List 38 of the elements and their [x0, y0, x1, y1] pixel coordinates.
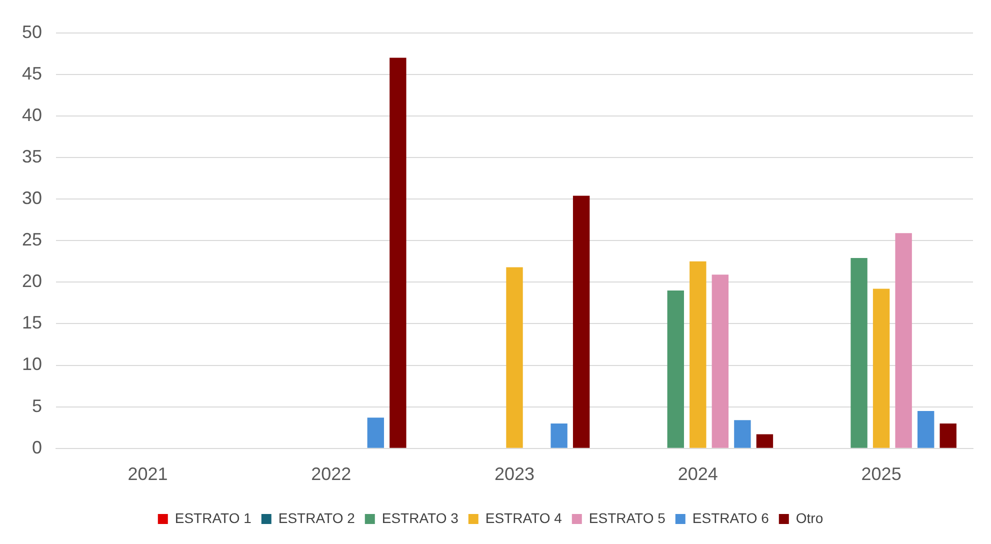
bar: [667, 290, 684, 448]
bar: [756, 434, 774, 448]
legend-label: ESTRATO 3: [382, 510, 459, 526]
bar: [850, 258, 868, 448]
x-tick-label: 2022: [311, 464, 352, 484]
bar: [712, 274, 729, 448]
y-tick-label: 40: [22, 104, 42, 125]
legend-label: ESTRATO 6: [692, 510, 770, 526]
legend-label: ESTRATO 4: [485, 510, 562, 526]
y-tick-label: 25: [22, 230, 42, 250]
y-tick-label: 20: [22, 271, 42, 292]
x-tick-label: 2024: [678, 464, 718, 484]
legend-label: Otro: [796, 510, 824, 526]
y-tick-label: 5: [32, 396, 42, 416]
bar: [572, 196, 590, 448]
legend-label: ESTRATO 2: [278, 510, 356, 526]
bar: [506, 267, 523, 448]
bar: [734, 420, 751, 448]
bar: [872, 288, 890, 448]
y-tick-label: 0: [32, 437, 42, 458]
x-tick-label: 2021: [128, 464, 168, 484]
bar: [940, 423, 956, 448]
legend-label: ESTRATO 5: [588, 510, 666, 526]
y-tick-label: 50: [22, 22, 42, 42]
bar: [390, 58, 406, 448]
x-tick-label: 2025: [861, 464, 902, 484]
y-tick-label: 15: [22, 312, 42, 333]
legend-label: ESTRATO 1: [174, 510, 252, 526]
y-tick-label: 30: [22, 188, 42, 208]
y-tick-label: 35: [22, 146, 42, 166]
bar: [367, 418, 384, 448]
y-tick-label: 10: [22, 354, 42, 374]
x-tick-label: 2023: [494, 464, 535, 484]
y-tick-label: 45: [22, 63, 42, 84]
bar: [917, 410, 934, 448]
bar: [690, 261, 706, 448]
bar: [895, 233, 912, 448]
bar: [550, 423, 568, 448]
